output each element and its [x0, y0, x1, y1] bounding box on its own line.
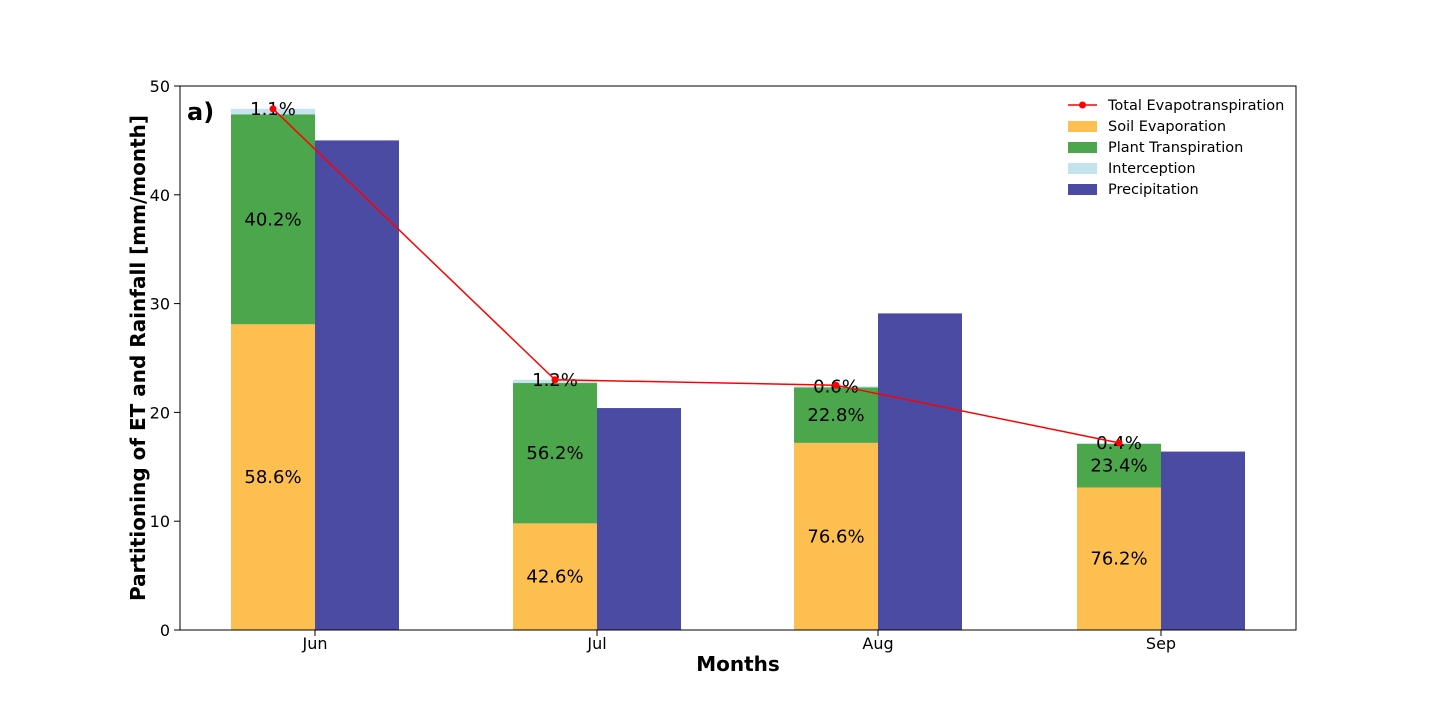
x-axis: Jun Jul Aug Sep — [302, 630, 1176, 653]
percent-label-soil-evaporation-jun: 58.6% — [244, 467, 301, 488]
bars-layer — [231, 108, 1245, 630]
bar-precipitation-jun — [315, 140, 399, 630]
total-et-point-jul — [551, 376, 559, 384]
legend-label-total-et: Total Evapotranspiration — [1107, 98, 1284, 114]
panel-label: a) — [187, 98, 214, 126]
bar-plant-transpiration-sep — [1077, 443, 1161, 488]
bar-plant-transpiration-aug — [794, 387, 878, 443]
plot-frame — [179, 85, 1297, 631]
bar-precipitation-aug — [878, 313, 962, 630]
percent-label-plant-transpiration-jun: 40.2% — [244, 209, 301, 230]
legend-label-soil-evaporation: Soil Evaporation — [1108, 119, 1226, 135]
legend-swatch-interception — [1068, 163, 1097, 174]
x-tick-label: Aug — [862, 634, 893, 653]
y-tick-label: 10 — [150, 512, 170, 531]
bar-soil-evaporation-jul — [513, 523, 597, 630]
legend-label-plant-transpiration: Plant Transpiration — [1108, 140, 1243, 156]
percent-label-soil-evaporation-jul: 42.6% — [526, 567, 583, 588]
y-tick-label: 0 — [160, 621, 170, 640]
y-axis-title: Partitioning of ET and Rainfall [mm/mont… — [126, 115, 150, 601]
legend-swatch-plant-transpiration — [1068, 142, 1097, 153]
legend-swatch-precipitation — [1068, 184, 1097, 195]
legend: Total Evapotranspiration Soil Evaporation… — [1068, 98, 1284, 198]
total-et-point-aug — [832, 381, 840, 389]
y-tick-label: 30 — [150, 295, 170, 314]
percent-label-plant-transpiration-sep: 23.4% — [1090, 456, 1147, 477]
percent-label-plant-transpiration-jul: 56.2% — [526, 443, 583, 464]
percent-label-soil-evaporation-aug: 76.6% — [807, 526, 864, 547]
bar-plant-transpiration-jul — [513, 383, 597, 524]
x-tick-label: Jul — [586, 634, 606, 653]
bar-soil-evaporation-jun — [231, 324, 315, 630]
y-axis: 0 10 20 30 40 50 — [150, 77, 180, 640]
bar-precipitation-jul — [597, 408, 681, 630]
x-tick-label: Sep — [1146, 634, 1176, 653]
legend-swatch-soil-evaporation — [1068, 121, 1097, 132]
legend-label-precipitation: Precipitation — [1108, 182, 1199, 198]
percent-label-plant-transpiration-aug: 22.8% — [807, 405, 864, 426]
total-et-line — [272, 108, 1120, 444]
legend-label-interception: Interception — [1108, 161, 1196, 177]
bar-soil-evaporation-sep — [1077, 487, 1161, 630]
total-et-point-jun — [269, 105, 277, 113]
percent-label-soil-evaporation-sep: 76.2% — [1090, 549, 1147, 570]
legend-marker-total-et — [1079, 101, 1086, 109]
y-tick-label: 50 — [150, 77, 170, 96]
bar-soil-evaporation-aug — [794, 442, 878, 630]
bar-plant-transpiration-jun — [231, 114, 315, 325]
total-et-line-layer — [269, 105, 1123, 447]
y-tick-label: 20 — [150, 403, 170, 422]
x-axis-title: Months — [696, 652, 780, 676]
y-tick-label: 40 — [150, 186, 170, 205]
x-tick-label: Jun — [302, 634, 328, 653]
total-et-point-sep — [1115, 439, 1123, 447]
bar-precipitation-sep — [1161, 451, 1245, 630]
